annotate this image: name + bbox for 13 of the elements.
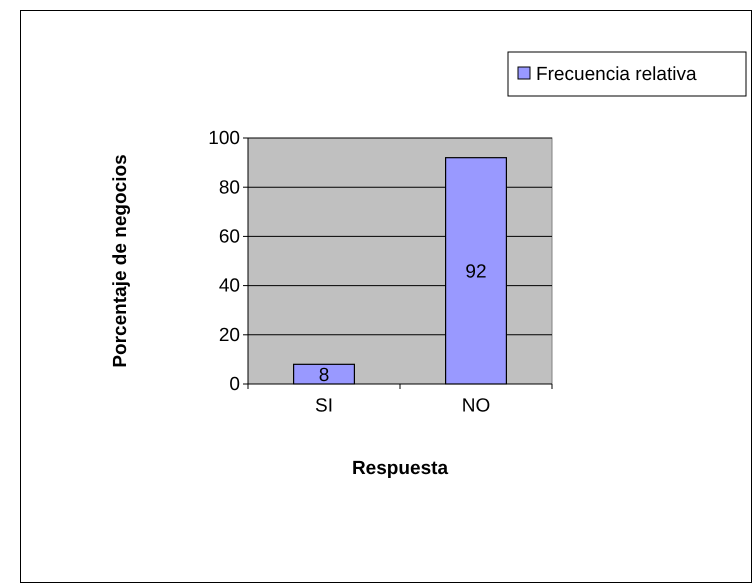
y-tick-label: 100 [208, 128, 240, 150]
y-tick-label: 0 [229, 374, 240, 396]
data-label: 8 [318, 364, 330, 386]
y-tick-label: 40 [218, 276, 240, 297]
legend-label: Frecuencia relativa [536, 64, 697, 85]
y-axis-title: Porcentaje de negocios [110, 154, 131, 368]
y-tick-label: 60 [218, 226, 240, 248]
y-tick-label: 20 [218, 324, 240, 346]
data-label: 92 [465, 261, 487, 282]
y-tick-label: 80 [218, 177, 240, 198]
x-tick-label: SI [315, 395, 333, 416]
x-tick-label: NO [462, 395, 490, 416]
x-axis-title: Respuesta [352, 458, 448, 479]
